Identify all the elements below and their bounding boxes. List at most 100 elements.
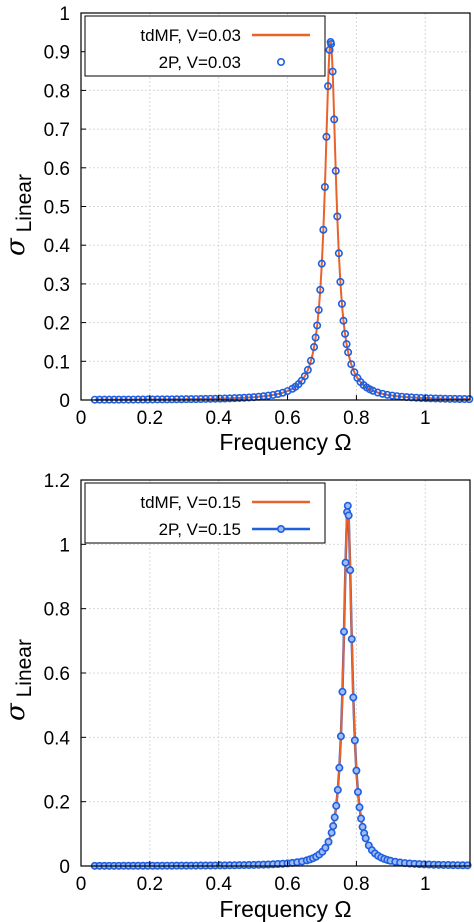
series-2p-point	[463, 861, 472, 870]
series-2p-point	[225, 394, 234, 403]
series-2p-point	[319, 225, 328, 234]
series-2p-point	[455, 394, 464, 403]
y-tick-label: 0.1	[44, 352, 70, 373]
series-2p-point	[306, 356, 315, 365]
x-tick-label: 0.6	[274, 874, 300, 895]
series-2p-point	[412, 393, 421, 402]
series-2p-point	[436, 394, 445, 403]
x-axis-label: Frequency Ω	[219, 896, 351, 922]
series-2p-point	[327, 40, 336, 49]
series-2p-point	[273, 389, 282, 398]
series-2p-point	[341, 558, 350, 567]
x-tick-label: 0.6	[274, 408, 300, 429]
series-2p-point	[344, 511, 353, 520]
series-2p-point	[460, 395, 469, 404]
legend-label: 2P, V=0.15	[159, 520, 241, 539]
series-2p-point	[324, 837, 333, 846]
series-2p-point	[431, 394, 440, 403]
series-2p-point	[328, 67, 337, 76]
series-2p-point	[353, 787, 362, 796]
series-2p-point	[333, 212, 342, 221]
series-2p-point	[314, 305, 323, 314]
series-2p-point	[378, 389, 387, 398]
series-2p-point	[311, 333, 320, 342]
x-tick-label: 0	[76, 874, 87, 895]
y-axis-label-subscript: Linear	[13, 174, 36, 238]
x-tick-label: 0.2	[137, 408, 163, 429]
x-tick-label: 1	[420, 874, 431, 895]
series-2p-point	[182, 395, 191, 404]
series-2p-point	[330, 813, 339, 822]
x-tick-label: 0	[76, 408, 87, 429]
series-2p-point	[191, 395, 200, 404]
series-2p-point	[340, 627, 349, 636]
series-2p-point	[240, 393, 249, 402]
series-2p-point	[206, 394, 215, 403]
series-2p-point	[172, 395, 181, 404]
series-2p-point	[321, 843, 330, 852]
series-2p-point	[346, 566, 355, 575]
series-2p-point	[177, 395, 186, 404]
x-tick-label: 0.8	[343, 408, 369, 429]
series-2p-point	[338, 687, 347, 696]
series-2p-point	[235, 393, 244, 402]
series-2p-point	[341, 329, 350, 338]
legend-label: tdMF, V=0.03	[140, 26, 241, 45]
series-2p-point	[337, 299, 346, 308]
series-2p-point	[336, 732, 345, 741]
x-tick-label: 0.2	[137, 874, 163, 895]
y-tick-label: 0.2	[44, 793, 70, 814]
x-tick-label: 0.4	[205, 408, 232, 429]
y-tick-label: 0.2	[44, 314, 70, 335]
series-2p-point	[323, 82, 332, 91]
series-2p-point	[187, 395, 196, 404]
series-2p-point	[407, 393, 416, 402]
y-tick-label: 0.3	[44, 275, 70, 296]
x-tick-label: 1	[420, 408, 431, 429]
series-2p-point	[316, 285, 325, 294]
y-tick-label: 0.6	[44, 664, 70, 685]
series-2p-point	[329, 822, 338, 831]
series-2p-point	[220, 394, 229, 403]
series-2p-point	[264, 391, 273, 400]
legend-marker-swatch	[276, 524, 285, 533]
y-tick-label: 0.8	[44, 600, 70, 621]
series-2p-point	[327, 828, 336, 837]
x-tick-label: 0.8	[343, 874, 369, 895]
series-2p-point	[343, 501, 352, 510]
y-tick-label: 0.9	[44, 43, 70, 64]
y-tick-label: 0.7	[44, 120, 70, 141]
series-2p-point	[196, 394, 205, 403]
y-axis-label-symbol: σ	[1, 702, 31, 721]
series-2p-point	[334, 249, 343, 258]
y-tick-label: 0	[59, 857, 70, 878]
series-2p-point	[446, 394, 455, 403]
series-2p-point	[303, 365, 312, 374]
series-2p-point	[421, 394, 430, 403]
series-2p-point	[278, 388, 287, 397]
series-2p-point	[167, 395, 176, 404]
series-2p-point	[201, 394, 210, 403]
series-2p-point	[230, 394, 239, 403]
series-2p-point	[357, 814, 366, 823]
y-tick-label: 1.2	[44, 471, 70, 492]
series-2p-point	[417, 393, 426, 402]
series-2p-point	[361, 834, 370, 843]
series-2p-point	[317, 259, 326, 268]
series-2p-point	[269, 390, 278, 399]
legend-label: 2P, V=0.03	[159, 53, 241, 72]
y-axis-label: σ Linear	[1, 174, 36, 256]
x-tick-label: 0.4	[205, 874, 232, 895]
series-2p-point	[347, 635, 356, 644]
series-2p-point	[339, 316, 348, 325]
chart-1: 0 0.2 0.4 0.6 0.8 1 0 0.1 0.2 0.3 0.4 0.5 0.6 0.7 0.8 0…	[1, 4, 474, 455]
y-axis-label: σ Linear	[1, 639, 36, 721]
series-2p-point	[332, 801, 341, 810]
series-2p-point	[313, 321, 322, 330]
series-2p-point	[330, 115, 339, 124]
y-tick-label: 0	[59, 391, 70, 412]
x-axis-label: Frequency Ω	[219, 429, 351, 455]
legend: tdMF, V=0.15 2P, V=0.15	[84, 482, 326, 544]
legend-box	[84, 15, 326, 77]
y-tick-label: 1	[59, 4, 70, 25]
